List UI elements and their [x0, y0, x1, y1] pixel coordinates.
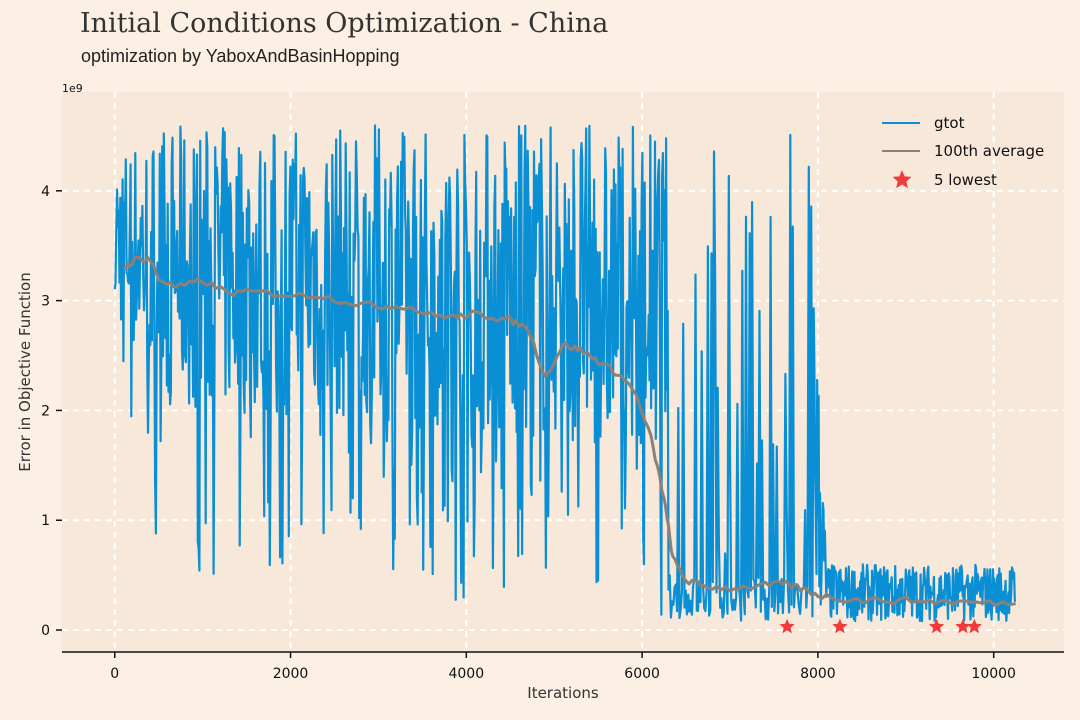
- chart-subtitle: optimization by YaboxAndBasinHopping: [81, 46, 400, 66]
- y-tick-label: 1: [41, 513, 50, 529]
- x-axis-label: Iterations: [527, 684, 599, 702]
- lowest-point-star: [966, 618, 982, 634]
- x-tick-label: 6000: [624, 666, 660, 682]
- lowest-point-star: [928, 618, 945, 634]
- legend: gtot 100th average 5 lowest: [882, 114, 1044, 189]
- x-tick-label: 0: [110, 666, 119, 682]
- y-tick-label: 2: [41, 403, 50, 419]
- x-tick-label: 4000: [448, 666, 484, 682]
- x-tick-label: 10000: [971, 666, 1016, 682]
- x-tick-label: 2000: [273, 666, 309, 682]
- axes: 0 2000 4000 6000 8000 10000 0 1 2 3 4: [41, 184, 1064, 682]
- legend-label-gtot: gtot: [934, 114, 965, 132]
- legend-label-100th-average: 100th average: [934, 142, 1044, 160]
- legend-swatch-5-lowest: [892, 170, 912, 189]
- series-gtot-line: [113, 124, 1017, 623]
- y-multiplier-label: 1e9: [62, 82, 83, 95]
- series-5-lowest: [779, 618, 982, 634]
- lowest-point-star: [832, 618, 848, 634]
- x-tick-label: 8000: [800, 666, 836, 682]
- lowest-point-star: [779, 618, 795, 634]
- series-gtot: [113, 124, 1017, 623]
- lowest-point-star: [955, 618, 971, 634]
- y-tick-label: 3: [41, 294, 50, 310]
- legend-label-5-lowest: 5 lowest: [934, 171, 997, 189]
- series-100th-average-line: [123, 255, 1016, 607]
- y-tick-label: 4: [41, 184, 50, 200]
- chart-title: Initial Conditions Optimization - China: [80, 8, 609, 39]
- y-tick-label: 0: [41, 623, 50, 639]
- y-axis-label: Error in Objective Function: [16, 272, 34, 471]
